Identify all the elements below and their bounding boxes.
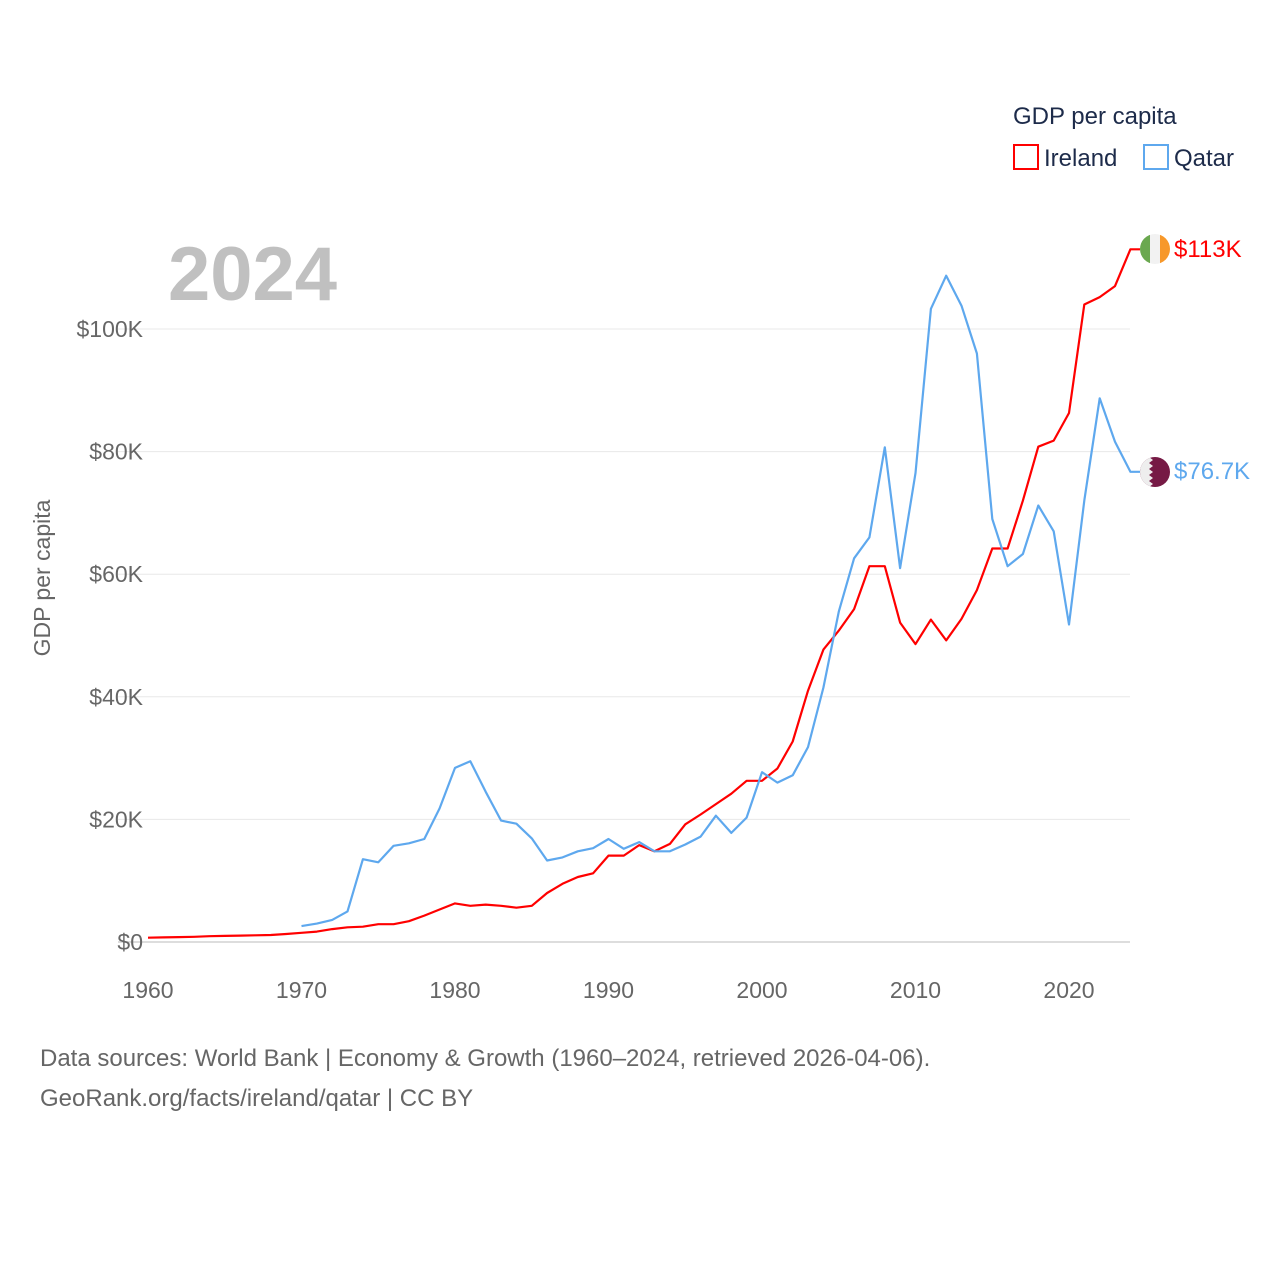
legend-label-qatar: Qatar xyxy=(1174,145,1234,172)
series-lines xyxy=(147,248,1140,939)
x-tick-label: 1980 xyxy=(429,977,480,1003)
year-label: 2024 xyxy=(168,232,337,317)
legend-swatch-qatar xyxy=(1143,144,1169,170)
legend-label-ireland: Ireland xyxy=(1044,145,1117,172)
footer-attribution[interactable]: GeoRank.org/facts/ireland/qatar | CC BY xyxy=(40,1085,474,1112)
legend-item-qatar[interactable]: Qatar xyxy=(1143,144,1234,172)
legend-title: GDP per capita xyxy=(1013,103,1177,130)
end-label-qatar: $76.7K xyxy=(1174,458,1250,485)
footer-sources: Data sources: World Bank | Economy & Gro… xyxy=(40,1045,931,1072)
x-tick-label: 2010 xyxy=(890,977,941,1003)
x-tick-label: 1960 xyxy=(122,977,173,1003)
x-tick-label: 1990 xyxy=(583,977,634,1003)
y-tick-label: $20K xyxy=(89,806,143,832)
y-tick-label: $60K xyxy=(89,561,143,587)
end-label-ireland: $113K xyxy=(1174,236,1242,263)
x-tick-label: 1970 xyxy=(276,977,327,1003)
qatar-flag-icon xyxy=(1140,457,1170,487)
y-tick-label: $100K xyxy=(76,316,143,342)
legend: GDP per capita Ireland Qatar xyxy=(1013,103,1234,172)
x-axis-ticks: 1960 1970 1980 1990 2000 2010 2020 xyxy=(122,977,1094,1003)
gridlines xyxy=(118,328,1130,943)
series-line-ireland xyxy=(147,248,1140,939)
x-tick-label: 2000 xyxy=(736,977,787,1003)
legend-item-ireland[interactable]: Ireland xyxy=(1013,144,1117,172)
x-tick-label: 2020 xyxy=(1043,977,1094,1003)
y-axis-ticks: $0 $20K $40K $60K $80K $100K xyxy=(76,316,143,955)
y-tick-label: $0 xyxy=(117,929,143,955)
ireland-flag-icon xyxy=(1140,234,1170,264)
legend-swatch-ireland xyxy=(1013,144,1039,170)
y-tick-label: $80K xyxy=(89,439,143,465)
series-line-qatar xyxy=(301,274,1140,928)
y-axis-label: GDP per capita xyxy=(29,499,55,656)
y-tick-label: $40K xyxy=(89,684,143,710)
